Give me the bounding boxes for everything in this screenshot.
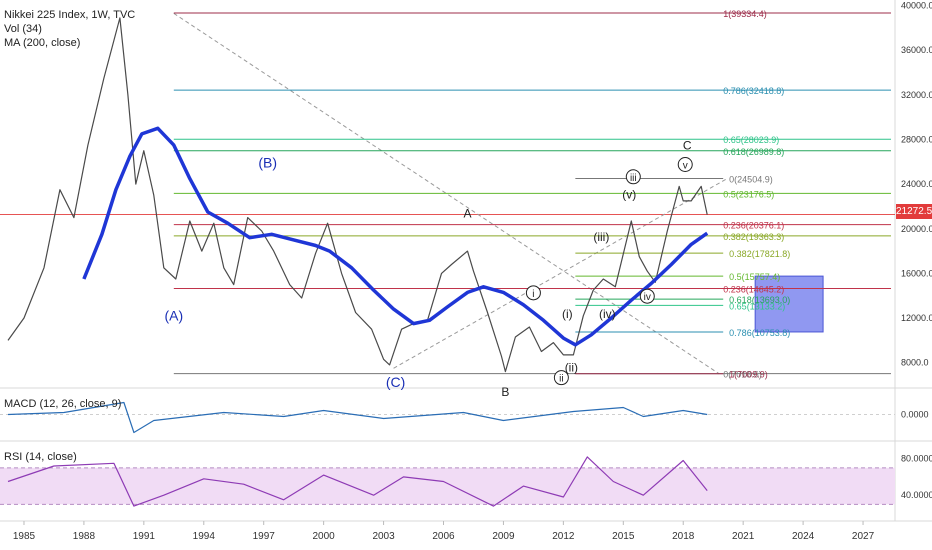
wave-label: (iii) (593, 230, 609, 244)
time-tick-label: 2015 (612, 531, 635, 542)
fib-label-upper: 0(7018.6) (723, 370, 762, 380)
wave-label: (iv) (599, 307, 616, 321)
wave-label: A (463, 207, 471, 221)
fib-label-upper: 0.786(32418.8) (723, 86, 784, 96)
wave-label: (v) (622, 188, 636, 202)
wave-label: C (683, 139, 692, 153)
wave-label-circle (553, 370, 569, 386)
price-tick-label: 32000.0 (901, 90, 932, 100)
macd-tick-label: 0.0000 (901, 410, 929, 420)
price-tick-label: 36000.0 (901, 45, 932, 55)
fib-label-upper: 0.65(28023.9) (723, 135, 779, 145)
time-tick-label: 1985 (13, 531, 36, 542)
price-tick-label: 12000.0 (901, 313, 932, 323)
time-tick-label: 1994 (193, 531, 216, 542)
wave-label: (i) (562, 307, 573, 321)
time-tick-label: 2024 (792, 531, 815, 542)
fib-label-lower: 0(24504.9) (729, 174, 773, 184)
fib-label-lower: 0.65(13133.2) (729, 301, 785, 311)
fib-label-lower: 0.382(17821.8) (729, 249, 790, 259)
wave-label: (ii) (565, 361, 578, 375)
wave-label: i (532, 289, 534, 300)
fib-label-lower: 0.5(15757.4) (729, 272, 780, 282)
time-tick-label: 1997 (253, 531, 276, 542)
wave-label: (A) (164, 307, 183, 323)
fib-label-upper: 0.236(20376.1) (723, 221, 784, 231)
fib-label-upper: 1(39334.4) (723, 9, 767, 19)
wave-label: B (501, 385, 509, 399)
wave-label-circle (525, 285, 541, 301)
time-tick-label: 1988 (73, 531, 96, 542)
ma-line (82, 126, 709, 347)
rsi-band (0, 467, 895, 505)
wave-label: v (683, 161, 688, 172)
rsi-pane-label: RSI (14, close) (4, 451, 77, 463)
price-tick-label: 16000.0 (901, 268, 932, 278)
rsi-line (7, 456, 708, 507)
macd-pane-label: MACD (12, 26, close, 9) (4, 398, 122, 410)
wave-label: iv (644, 292, 651, 303)
fib-label-upper: 0.382(19363.3) (723, 232, 784, 242)
price-line (7, 17, 708, 373)
time-tick-label: 1991 (133, 531, 156, 542)
fib-label-lower: 0.786(10753.8) (729, 328, 790, 338)
chart-legend: Nikkei 225 Index, 1W, TVC Vol (34) MA (2… (4, 8, 135, 50)
fib-label-upper: 0.5(23176.5) (723, 189, 774, 199)
price-tick-label: 8000.0 (901, 358, 929, 368)
legend-vol: Vol (34) (4, 23, 42, 35)
time-tick-label: 2027 (852, 531, 875, 542)
target-zone (754, 275, 824, 333)
wave-label: iii (630, 173, 637, 184)
trendline-ascending (393, 178, 728, 369)
wave-label: ii (559, 374, 563, 385)
price-tick-label: 20000.0 (901, 224, 932, 234)
wave-label-circle (625, 169, 641, 185)
legend-ma: MA (200, close) (4, 37, 81, 49)
price-tick-label: 28000.0 (901, 134, 932, 144)
time-tick-label: 2003 (372, 531, 395, 542)
fib-label-lower: 1(7009.9) (729, 370, 768, 380)
rsi-tick-label: 80.0000 (901, 454, 932, 464)
wave-label-circle (639, 288, 655, 304)
price-tick-label: 40000.0 (901, 1, 932, 11)
time-tick-label: 2006 (432, 531, 455, 542)
time-tick-label: 2021 (732, 531, 755, 542)
macd-line (7, 401, 708, 434)
time-tick-label: 2009 (492, 531, 515, 542)
fib-label-upper: 0.618(26989.8) (723, 147, 784, 157)
rsi-tick-label: 40.0000 (901, 490, 932, 500)
trendline-descending (173, 12, 720, 375)
time-tick-label: 2018 (672, 531, 695, 542)
time-tick-label: 2012 (552, 531, 575, 542)
wave-label-circle (677, 157, 693, 173)
legend-title: Nikkei 225 Index, 1W, TVC (4, 9, 136, 21)
price-tick-label: 24000.0 (901, 179, 932, 189)
wave-label: (B) (258, 154, 277, 170)
time-tick-label: 2000 (313, 531, 336, 542)
fib-label-upper: 0.236(14645.2) (723, 285, 784, 295)
fib-label-lower: 0.618(13693.0) (729, 295, 790, 305)
wave-label: (C) (386, 374, 405, 390)
last-price-badge: 21272.5 (896, 204, 932, 219)
